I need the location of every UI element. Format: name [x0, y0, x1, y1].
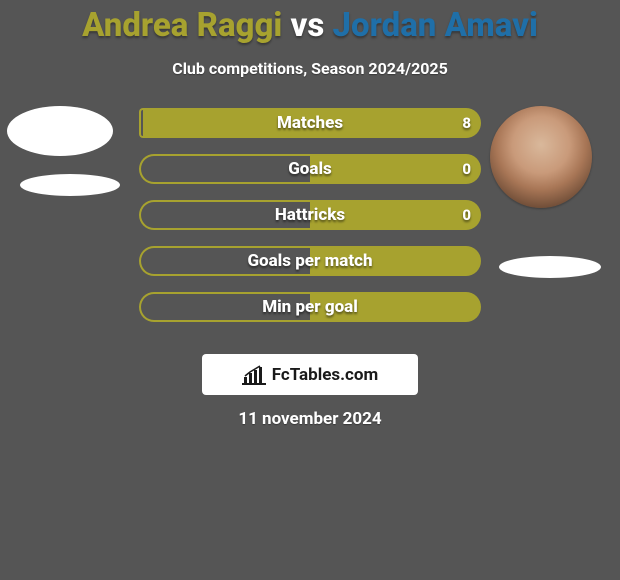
- stat-bar-left: [139, 200, 310, 230]
- title-vs: vs: [291, 6, 325, 45]
- avatar-player1: [7, 106, 113, 156]
- stat-bar-left: [139, 292, 310, 322]
- content-area: Matches8 Goals0 Hattricks0 Goals per match M…: [0, 108, 620, 348]
- stat-bar: Goals per match: [139, 246, 481, 276]
- date-line: 11 november 2024: [0, 409, 620, 429]
- bars-icon: [242, 365, 266, 385]
- stat-bar-right: [310, 154, 481, 184]
- avatar-player2-shadow: [499, 256, 601, 278]
- page-title: Andrea Raggi vs Jordan Amavi: [0, 6, 620, 45]
- stat-bar: Goals0: [139, 154, 481, 184]
- stat-bar-left: [139, 246, 310, 276]
- stat-value-right: 0: [462, 200, 471, 230]
- title-row: Andrea Raggi vs Jordan Amavi: [0, 0, 620, 45]
- brand-box: FcTables.com: [202, 354, 418, 395]
- avatar-player1-shadow: [20, 174, 120, 196]
- brand-text: FcTables.com: [272, 365, 378, 385]
- stat-bar: Matches8: [139, 108, 481, 138]
- subtitle: Club competitions, Season 2024/2025: [0, 59, 620, 78]
- stat-bar-left: [139, 154, 310, 184]
- stat-bars: Matches8 Goals0 Hattricks0 Goals per match M…: [139, 108, 481, 338]
- stat-bar-right: [310, 246, 481, 276]
- stat-bar: Min per goal: [139, 292, 481, 322]
- stat-bar-right: [310, 292, 481, 322]
- stat-value-right: 0: [462, 154, 471, 184]
- comparison-infographic: Andrea Raggi vs Jordan Amavi Club compet…: [0, 0, 620, 580]
- title-player2: Jordan Amavi: [333, 6, 538, 45]
- stat-value-right: 8: [462, 108, 471, 138]
- avatar-player2: [490, 106, 592, 208]
- stat-bar-right: [310, 200, 481, 230]
- stat-bar: Hattricks0: [139, 200, 481, 230]
- title-player1: Andrea Raggi: [82, 6, 282, 45]
- stat-bar-right: [143, 108, 481, 138]
